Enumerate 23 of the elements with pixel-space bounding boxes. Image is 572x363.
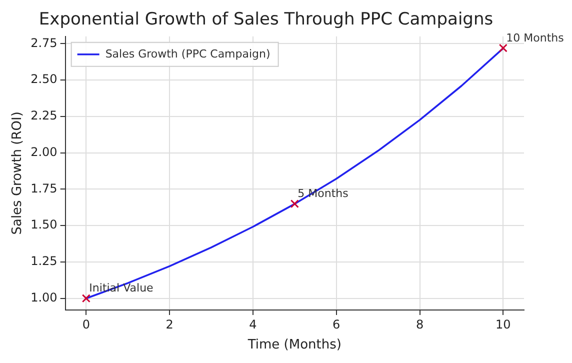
x-tick-label: 10 [496,317,511,332]
legend-label: Sales Growth (PPC Campaign) [105,47,270,60]
y-tick-label: 2.00 [30,144,58,159]
annotation: 5 Months [298,187,349,200]
y-tick-label: 1.75 [30,181,58,196]
y-tick-label: 2.75 [30,36,58,50]
x-tick-label: 8 [416,317,424,332]
x-tick-label: 6 [332,317,340,332]
y-tick-label: 2.50 [30,72,58,86]
x-tick-label: 4 [249,317,257,332]
chart-title: Exponential Growth of Sales Through PPC Campaigns [38,10,494,30]
x-tick-label: 2 [166,317,174,332]
y-axis-title: Sales Growth (ROI) [10,112,26,235]
x-axis-title: Time (Months) [246,338,342,353]
y-tick-label: 1.50 [30,218,58,232]
point [498,44,508,52]
y-tick-label: 1.00 [30,290,58,304]
point [290,199,299,208]
y-tick-label: 1.25 [30,254,58,268]
x-tick-label: 0 [82,317,90,332]
y-tick-label: 2.25 [30,108,58,123]
annotation: 10 Months [506,31,564,44]
point [82,294,90,303]
